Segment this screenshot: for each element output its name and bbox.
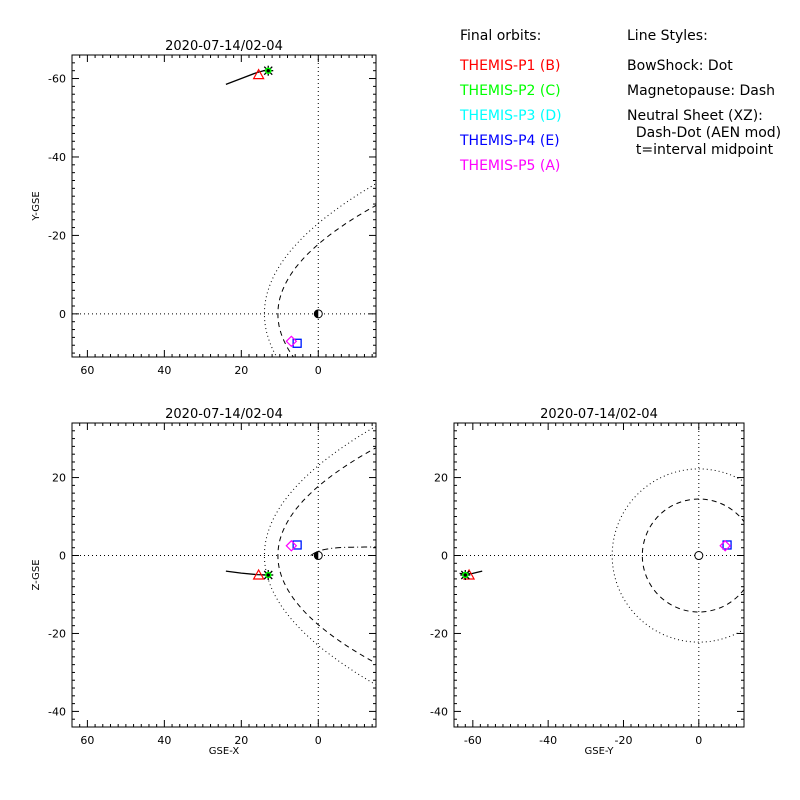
x-tick-label: 20 — [234, 734, 248, 747]
y-tick-label: -20 — [48, 627, 66, 640]
probe-marker-4 — [292, 540, 302, 550]
asterisk-stroke-3 — [263, 66, 273, 76]
earth-night-side — [314, 551, 319, 560]
x-tick-label: -60 — [464, 734, 482, 747]
probe-marker-2 — [263, 65, 274, 76]
legend-orbit-p5: THEMIS-P5 (A) — [460, 158, 561, 174]
plot-area — [72, 423, 376, 727]
y-tick-label: -20 — [48, 229, 66, 242]
probe-marker-5 — [719, 539, 732, 552]
plot-title: 2020-07-14/02-04 — [540, 407, 658, 422]
magnetopause-curve — [277, 447, 376, 664]
y-tick-label: -20 — [430, 627, 448, 640]
y-axis-label: Z-GSE — [31, 559, 42, 590]
x-axis-label: GSE-X — [209, 746, 240, 757]
x-tick-label: 0 — [695, 734, 702, 747]
final-orbits-title: Final orbits: — [460, 28, 542, 44]
y-tick-label: 0 — [59, 308, 66, 321]
plot-area — [454, 423, 744, 727]
x-tick-label: 0 — [315, 734, 322, 747]
probe-marker-2 — [460, 570, 471, 580]
x-tick-label: -40 — [539, 734, 557, 747]
asterisk-center — [462, 571, 469, 579]
x-tick-label: 20 — [234, 364, 248, 377]
x-tick-label: 0 — [315, 364, 322, 377]
y-tick-label: -40 — [430, 705, 448, 718]
magnetopause-curve — [277, 204, 376, 357]
y-tick-label: -60 — [48, 73, 66, 86]
x-axis-label: GSE-Y — [585, 746, 615, 757]
y-tick-label: 0 — [59, 550, 66, 563]
plot-title: 2020-07-14/02-04 — [165, 39, 283, 54]
legend-orbit-p2: THEMIS-P2 (C) — [460, 83, 561, 99]
y-axis-label: Y-GSE — [31, 191, 42, 221]
line-styles-title: Line Styles: — [627, 28, 708, 44]
legend-style-magnetopause: Magnetopause: Dash — [627, 83, 776, 99]
y-tick-label: 0 — [441, 550, 448, 563]
earth-night-side — [314, 309, 319, 318]
y-tick-label: 20 — [52, 472, 66, 485]
probe-marker-5 — [285, 335, 298, 348]
probe-marker-5 — [285, 539, 298, 552]
x-tick-label: 60 — [80, 734, 94, 747]
y-tick-label: -40 — [48, 151, 66, 164]
earth-symbol — [694, 551, 704, 561]
x-tick-label: 40 — [157, 734, 171, 747]
y-tick-label: -40 — [48, 705, 66, 718]
bowshock-curve — [263, 183, 376, 357]
magnetopause-curve — [641, 498, 744, 613]
legend-style-dash-dot: Dash-Dot (AEN mod) — [627, 125, 782, 141]
probe-marker-2 — [263, 570, 274, 580]
asterisk-center — [265, 571, 272, 579]
legend-style-bowshock: BowShock: Dot — [627, 58, 733, 74]
x-tick-label: 60 — [80, 364, 94, 377]
y-tick-label: 20 — [434, 472, 448, 485]
plot-frame — [71, 422, 377, 728]
bowshock-curve — [263, 425, 376, 686]
asterisk-center — [265, 67, 272, 74]
probe-marker-4 — [292, 338, 302, 348]
orbit-plot-yz: -60 -40 -20 0 20 0 -20 -40 2020-07-14/02-04 GSE-Y — [430, 407, 745, 757]
orbit-track — [225, 570, 269, 576]
plot-frame — [71, 54, 377, 358]
x-tick-label: 40 — [157, 364, 171, 377]
legend-orbit-p3: THEMIS-P3 (D) — [460, 108, 562, 124]
legend-orbit-p4: THEMIS-P4 (E) — [460, 133, 560, 149]
legend-orbit-p1: THEMIS-P1 (B) — [460, 58, 561, 74]
probe-marker-1 — [252, 568, 265, 580]
legend-style-midpoint: t=interval midpoint — [627, 142, 774, 158]
plot-frame — [453, 422, 745, 728]
orbit-plot-xz: 60 40 20 0 20 0 -20 -40 2020-07-14/02-04 GSE-X Z-G… — [31, 407, 377, 757]
orbit-track — [225, 68, 269, 86]
asterisk-stroke-3 — [263, 570, 273, 580]
legend-style-neutral-sheet: Neutral Sheet (XZ): — [627, 108, 763, 124]
orbit-plot-xy: 60 40 20 0 -60 -40 -20 0 2020-07-14/02-04 Y-GSE — [31, 39, 377, 377]
x-tick-label: -20 — [614, 734, 632, 747]
asterisk-stroke-3 — [460, 570, 470, 580]
probe-marker-1 — [252, 68, 265, 80]
plot-title: 2020-07-14/02-04 — [165, 407, 283, 422]
plot-area — [72, 55, 376, 357]
